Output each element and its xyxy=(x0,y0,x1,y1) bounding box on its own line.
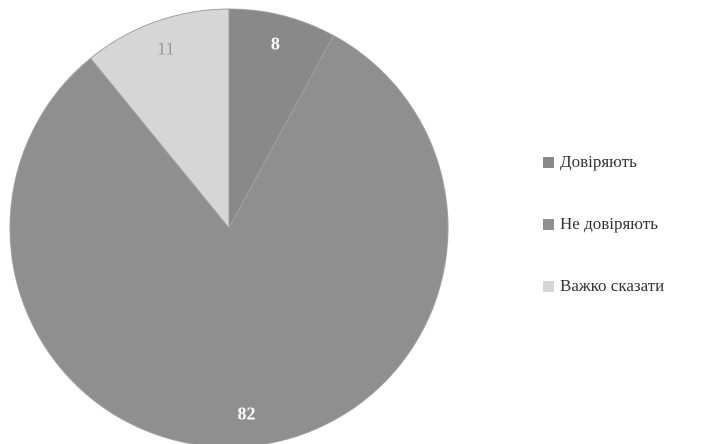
pie-slice-undecided xyxy=(89,8,230,230)
legend-swatch-distrust xyxy=(543,218,554,230)
legend-swatch-trust xyxy=(543,156,554,168)
pie-slice-distrust xyxy=(9,34,449,444)
legend-label-distrust: Не довіряють xyxy=(560,214,658,233)
pie-data-labels: 8 82 11 xyxy=(157,34,280,424)
legend-label-undecided: Важко сказати xyxy=(560,276,665,295)
data-label-distrust: 82 xyxy=(238,404,256,424)
legend-item-undecided: Важко сказати xyxy=(543,272,711,300)
data-label-undecided: 11 xyxy=(157,39,174,59)
legend-item-distrust: Не довіряють xyxy=(543,210,711,238)
legend-label-trust: Довіряють xyxy=(560,152,637,171)
pie-slice-trust xyxy=(228,8,335,229)
legend-item-trust: Довіряють xyxy=(543,148,711,176)
legend-swatch-undecided xyxy=(543,280,554,292)
data-label-trust: 8 xyxy=(271,34,280,54)
legend: Довіряють Не довіряють Важко сказати xyxy=(543,148,711,334)
pie-slices xyxy=(9,8,449,444)
